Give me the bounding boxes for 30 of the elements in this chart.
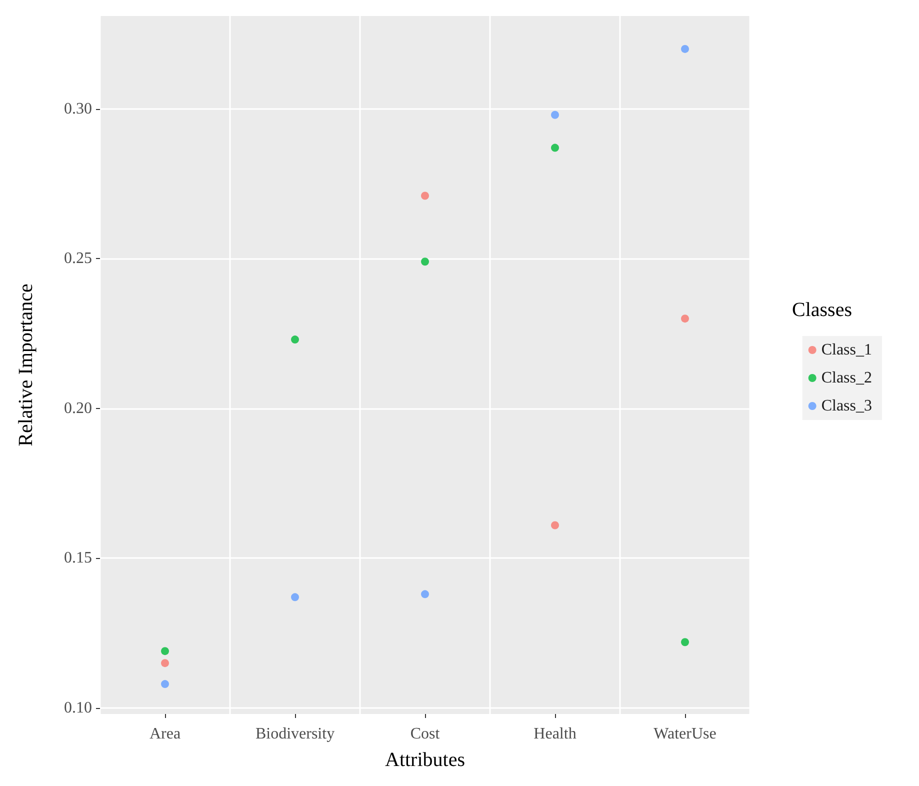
x-tick-label: Health bbox=[534, 726, 576, 742]
y-tick-label: 0.30 bbox=[64, 100, 92, 118]
point bbox=[291, 593, 299, 602]
y-tick-label: 0.15 bbox=[64, 550, 92, 567]
y-tick-label: 0.20 bbox=[64, 400, 92, 417]
point bbox=[161, 680, 169, 688]
x-axis-title: Attributes bbox=[385, 749, 466, 771]
point bbox=[551, 110, 559, 119]
legend-label: Class_2 bbox=[821, 370, 872, 386]
x-tick-label: Cost bbox=[410, 726, 440, 742]
legend-title: Classes bbox=[792, 299, 852, 321]
y-tick-label: 0.25 bbox=[64, 250, 92, 268]
x-tick-label: Biodiversity bbox=[255, 726, 335, 742]
point bbox=[161, 659, 169, 668]
x-tick-label: WaterUse bbox=[654, 726, 716, 742]
legend-label: Class_1 bbox=[821, 342, 872, 358]
point bbox=[681, 638, 689, 646]
point bbox=[681, 314, 689, 323]
legend-label: Class_3 bbox=[821, 398, 872, 414]
point bbox=[681, 44, 689, 53]
x-tick-label: Area bbox=[149, 726, 181, 742]
y-axis-title: Relative Importance bbox=[15, 284, 37, 446]
y-tick-label: 0.10 bbox=[64, 700, 92, 717]
point bbox=[421, 258, 429, 266]
point bbox=[421, 590, 429, 598]
point bbox=[421, 192, 429, 200]
point bbox=[551, 144, 559, 152]
point bbox=[161, 647, 169, 656]
point bbox=[551, 521, 559, 530]
point bbox=[291, 336, 299, 344]
